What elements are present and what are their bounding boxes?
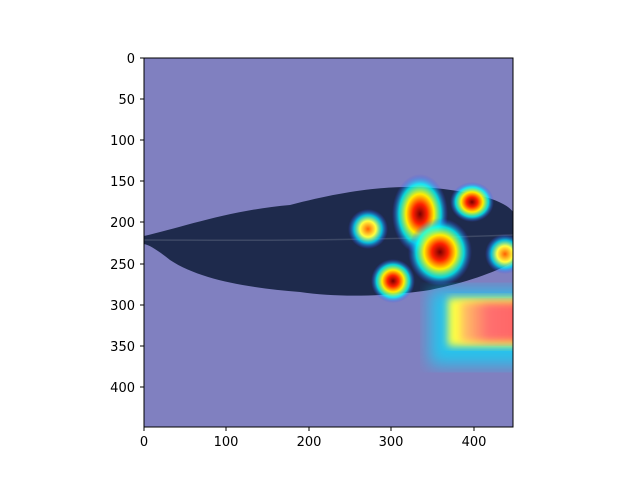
- image-panel: [144, 58, 513, 427]
- plot-frame: [143, 57, 514, 428]
- y-axis: 0 50 100 150 200 250 300 350 400: [110, 52, 144, 396]
- y-tick-label: 300: [110, 299, 135, 314]
- x-tick-label: 400: [462, 435, 487, 450]
- heatmap-patch: [430, 290, 513, 365]
- x-tick-label: 300: [379, 435, 404, 450]
- y-tick-label: 0: [127, 52, 135, 67]
- y-tick-label: 200: [110, 216, 135, 231]
- y-tick-label: 250: [110, 258, 135, 273]
- heatmap-hotspots: [348, 174, 513, 303]
- x-tick-label: 0: [140, 435, 148, 450]
- y-tick-label: 100: [110, 134, 135, 149]
- x-axis: 0 100 200 300 400: [140, 427, 487, 450]
- y-tick-label: 150: [110, 175, 135, 190]
- y-tick-label: 400: [110, 381, 135, 396]
- x-tick-label: 200: [297, 435, 322, 450]
- y-tick-label: 50: [118, 93, 135, 108]
- x-tick-label: 100: [214, 435, 239, 450]
- y-tick-label: 350: [110, 340, 135, 355]
